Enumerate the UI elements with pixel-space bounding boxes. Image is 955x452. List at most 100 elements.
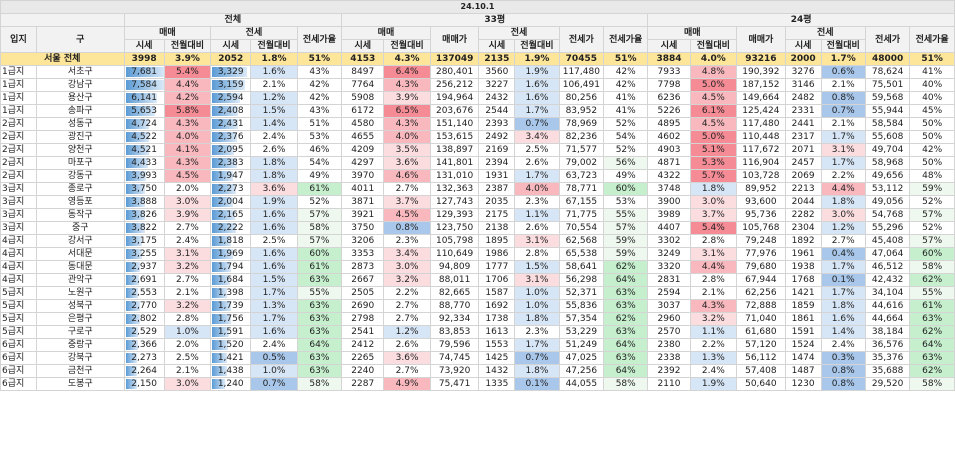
table-row: 1급지 서초구 7,681 5.4% 3,329 1.6% 43% 8497 6.4% 280,4… xyxy=(0,65,955,79)
bar-value: 2,431 xyxy=(217,119,244,129)
bar-fill xyxy=(212,67,248,77)
bar-fill xyxy=(212,366,228,376)
cell: 71,775 xyxy=(558,208,605,222)
cell: 42% xyxy=(603,78,649,92)
cell: 1.6% xyxy=(514,91,560,105)
cell: 3.6% xyxy=(383,156,431,170)
cell: 1,969 xyxy=(210,247,252,261)
cell: 2.4% xyxy=(820,338,866,352)
cell: 4580 xyxy=(341,117,385,131)
cell: 2,594 xyxy=(210,91,252,105)
bar-fill xyxy=(212,158,238,168)
cell: 75,471 xyxy=(429,377,480,391)
cell: 1.7% xyxy=(250,312,298,326)
cell: 49,704 xyxy=(864,143,911,157)
gu-cell: 은평구 xyxy=(35,312,125,326)
cell: 1.5% xyxy=(250,273,298,287)
cell: 58,641 xyxy=(558,260,605,274)
cell: 52% xyxy=(909,195,955,209)
cell: 82,665 xyxy=(429,286,480,300)
cell: 151,140 xyxy=(429,117,480,131)
cell: 2071 xyxy=(784,143,822,157)
cell: 0.7% xyxy=(820,104,866,118)
cell: 2,431 xyxy=(210,117,252,131)
col-rate: 전월대비 xyxy=(820,39,866,53)
cell: 50% xyxy=(909,117,955,131)
cell: 5.0% xyxy=(689,130,738,144)
cell: 1.7% xyxy=(820,130,866,144)
cell: 132,363 xyxy=(429,182,480,196)
cell: 127,743 xyxy=(429,195,480,209)
cell: 2240 xyxy=(341,364,385,378)
cell: 5226 xyxy=(647,104,691,118)
bar-fill xyxy=(212,119,238,129)
bar-value: 4,433 xyxy=(131,158,157,168)
gu-cell: 성북구 xyxy=(35,299,125,313)
cell: 67,155 xyxy=(558,195,605,209)
cell: 58% xyxy=(296,221,343,235)
cell: 0.3% xyxy=(820,351,866,365)
bar-value: 1,756 xyxy=(217,314,244,324)
cell: 51% xyxy=(603,52,649,66)
cell: 3.6% xyxy=(250,182,298,196)
cell: 3,750 xyxy=(123,182,165,196)
cell: 4.1% xyxy=(163,143,212,157)
cell: 1421 xyxy=(784,286,822,300)
cell: 2.0% xyxy=(163,182,212,196)
bar-fill xyxy=(212,301,231,311)
cell: 0.8% xyxy=(820,364,866,378)
gu-cell: 영등포 xyxy=(35,195,125,209)
bar-fill xyxy=(125,353,138,363)
cell: 2667 xyxy=(341,273,385,287)
bar-value: 7,681 xyxy=(131,67,157,77)
bar-fill xyxy=(125,327,139,337)
cell: 2,408 xyxy=(210,104,252,118)
area-cell: 2급지 xyxy=(0,117,37,131)
cell: 1931 xyxy=(478,169,516,183)
cell: 1768 xyxy=(784,273,822,287)
bar-value: 3,175 xyxy=(131,236,157,246)
cell: 1.1% xyxy=(514,208,560,222)
cell: 3560 xyxy=(478,65,516,79)
cell: 7933 xyxy=(647,65,691,79)
gu-cell: 관악구 xyxy=(35,273,125,287)
cell: 1524 xyxy=(784,338,822,352)
cell: 55% xyxy=(603,208,649,222)
cell: 35,376 xyxy=(864,351,911,365)
cell: 63% xyxy=(909,312,955,326)
cell: 106,491 xyxy=(558,78,605,92)
bar-fill xyxy=(212,249,233,259)
cell: 50% xyxy=(909,156,955,170)
cell: 6,141 xyxy=(123,91,165,105)
bar-fill xyxy=(125,301,140,311)
bar-value: 2,529 xyxy=(131,327,157,337)
cell: 4209 xyxy=(341,143,385,157)
cell: 2035 xyxy=(478,195,516,209)
cell: 2505 xyxy=(341,286,385,300)
bar-fill xyxy=(125,197,146,207)
cell: 46% xyxy=(296,143,343,157)
cell: 4.4% xyxy=(689,260,738,274)
cell: 2.4% xyxy=(250,338,298,352)
bar-fill xyxy=(125,340,138,350)
cell: 73,920 xyxy=(429,364,480,378)
cell: 42% xyxy=(603,65,649,79)
cell: 1.6% xyxy=(250,65,298,79)
area-cell: 2급지 xyxy=(0,156,37,170)
cell: 4.5% xyxy=(689,117,738,131)
cell: 59,568 xyxy=(864,91,911,105)
bar-fill xyxy=(125,314,140,324)
cell: 2.5% xyxy=(163,351,212,365)
cell: 51% xyxy=(296,117,343,131)
gu-cell: 강서구 xyxy=(35,234,125,248)
cell: 41% xyxy=(909,65,955,79)
cell: 3989 xyxy=(647,208,691,222)
bar-value: 2,264 xyxy=(131,366,157,376)
table-row: 4급지 서대문 3,255 3.1% 1,969 1.6% 60% 3353 3.4% 110,6… xyxy=(0,247,955,261)
bar-fill xyxy=(125,93,157,103)
cell: 50% xyxy=(909,130,955,144)
cell: 47,064 xyxy=(864,247,911,261)
bar-fill xyxy=(125,366,137,376)
cell: 4.4% xyxy=(820,182,866,196)
cell: 1,421 xyxy=(210,351,252,365)
